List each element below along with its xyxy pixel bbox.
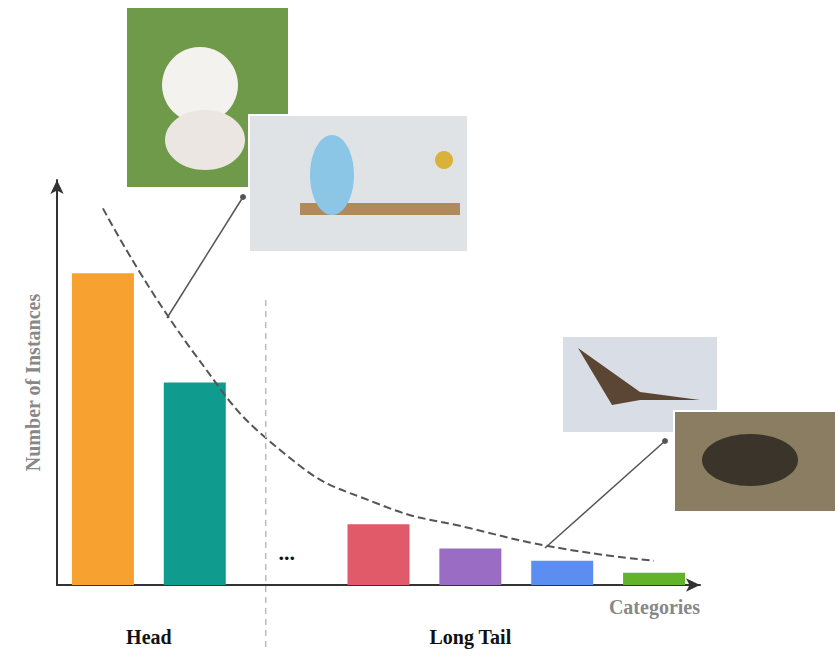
svg-text:Head: Head: [126, 626, 172, 648]
svg-text:Categories: Categories: [609, 596, 700, 619]
svg-text:Number of Instances: Number of Instances: [22, 294, 44, 472]
svg-text:...: ...: [278, 540, 295, 565]
svg-text:Long Tail: Long Tail: [429, 626, 511, 649]
